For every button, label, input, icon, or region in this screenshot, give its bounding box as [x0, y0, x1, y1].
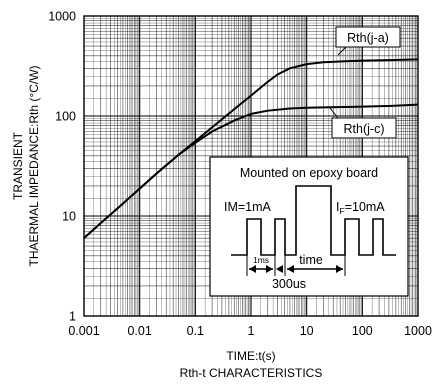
test-condition-inset: Mounted on epoxy board IM=1mA IF=10mA 1m…: [209, 156, 409, 297]
y-tick-label: 100: [55, 110, 76, 124]
inset-time-label: time: [299, 253, 323, 267]
x-tick-label: 0.001: [68, 324, 99, 338]
arrowhead-gap: [276, 265, 283, 273]
y-tick-label: 10: [62, 210, 76, 224]
plot-frame: [83, 15, 419, 317]
x-tick-label: 0.01: [127, 324, 151, 338]
legend-box-rth-ja: [335, 26, 401, 48]
x-tick-label: 100: [352, 324, 373, 338]
legend-box-rth-jc: [331, 117, 397, 139]
legend-leader-rth-jc: [329, 107, 339, 119]
x-tick-label: 0.1: [187, 324, 204, 338]
arrowhead-time-left: [287, 265, 294, 273]
inset-box: [209, 156, 409, 297]
inset-period-label: 300us: [272, 277, 306, 291]
y-axis-label-line1: TRANSIENT: [11, 131, 25, 200]
y-axis-label-line2: THAERMAL IMPEDANCE:Rth (°C/W): [27, 65, 41, 266]
y-tick-label: 1: [69, 310, 76, 324]
series-line-rth-jc: [83, 103, 419, 239]
legend-label-rth-ja: Rth(j-a): [347, 31, 389, 45]
legend-leader-rth-ja: [337, 46, 347, 56]
x-tick-label: 1000: [404, 324, 432, 338]
inset-title: Mounted on epoxy board: [240, 166, 378, 180]
arrowhead-1ms-right: [266, 265, 273, 273]
inset-if-label: IF=10mA: [336, 200, 385, 216]
y-tick-label: 1000: [48, 10, 76, 24]
legend-label-rth-jc: Rth(j-c): [344, 122, 385, 136]
tick-labels: 0.001 0.01 0.1 1 10 100 1000 1 10 100 1000: [48, 10, 432, 339]
arrowhead-time-right: [336, 265, 343, 273]
inset-im-label: IM=1mA: [224, 200, 272, 214]
x-axis-label: TIME:t(s): [226, 349, 275, 363]
x-tick-label: 1: [248, 324, 255, 338]
pulse-waveform: [231, 185, 396, 256]
chart-subtitle: Rth-t CHARACTERISTICS: [180, 366, 323, 380]
inset-1ms-label: 1ms: [253, 255, 269, 265]
arrowhead-1ms-left: [249, 265, 256, 273]
series-lines: [83, 58, 419, 239]
x-tick-label: 10: [300, 324, 314, 338]
